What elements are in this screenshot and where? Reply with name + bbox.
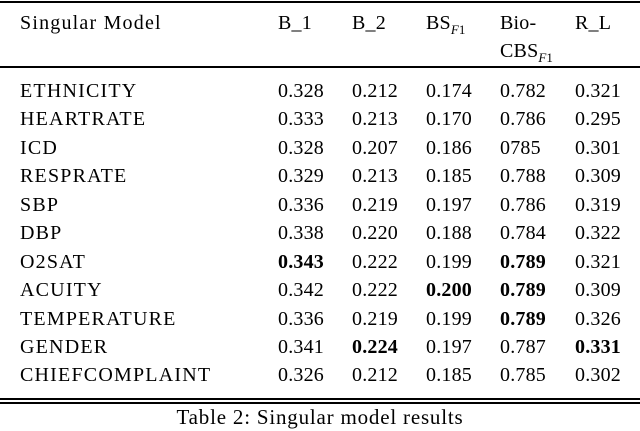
value-cell: 0.220 bbox=[352, 222, 398, 245]
model-name-cell: O2SAT bbox=[20, 250, 87, 273]
table-top-rule bbox=[0, 1, 640, 3]
value-cell: 0.787 bbox=[500, 335, 546, 358]
value-cell: 0.219 bbox=[352, 307, 398, 330]
value-cell: 0.170 bbox=[426, 108, 472, 131]
table-row: SBP 0.336 0.219 0.197 0.786 0.319 bbox=[0, 191, 640, 219]
model-name-cell: ICD bbox=[20, 136, 59, 159]
value-cell: 0.185 bbox=[426, 364, 472, 387]
value-cell: 0.338 bbox=[278, 222, 324, 245]
value-cell: 0.224 bbox=[352, 335, 398, 358]
value-cell: 0.331 bbox=[575, 335, 621, 358]
header-metric-0: B_1 bbox=[278, 12, 312, 34]
value-cell: 0.333 bbox=[278, 108, 324, 131]
model-name-cell: HEARTRATE bbox=[20, 108, 147, 131]
header-metric-3: Bio- CBSF1 bbox=[500, 12, 553, 65]
value-cell: 0.199 bbox=[426, 250, 472, 273]
value-cell: 0.322 bbox=[575, 222, 621, 245]
value-cell: 0.784 bbox=[500, 222, 546, 245]
value-cell: 0.199 bbox=[426, 307, 472, 330]
value-cell: 0.336 bbox=[278, 307, 324, 330]
value-cell: 0.341 bbox=[278, 335, 324, 358]
table-body: ETHNICITY 0.328 0.212 0.174 0.782 0.321 HEARTR… bbox=[0, 77, 640, 390]
value-cell: 0.343 bbox=[278, 250, 324, 273]
value-cell: 0.186 bbox=[426, 136, 472, 159]
model-name-cell: CHIEFCOMPLAINT bbox=[20, 364, 212, 387]
table-row: HEARTRATE 0.333 0.213 0.170 0.786 0.295 bbox=[0, 105, 640, 133]
value-cell: 0.782 bbox=[500, 80, 546, 102]
value-cell: 0.213 bbox=[352, 108, 398, 131]
value-cell: 0.789 bbox=[500, 250, 546, 273]
value-cell: 0.222 bbox=[352, 250, 398, 273]
header-singular-model: Singular Model bbox=[20, 12, 162, 34]
value-cell: 0.336 bbox=[278, 193, 324, 216]
value-cell: 0.301 bbox=[575, 136, 621, 159]
value-cell: 0.212 bbox=[352, 364, 398, 387]
table-row: ACUITY 0.342 0.222 0.200 0.789 0.309 bbox=[0, 276, 640, 304]
value-cell: 0.302 bbox=[575, 364, 621, 387]
model-name-cell: SBP bbox=[20, 193, 60, 216]
model-name-cell: TEMPERATURE bbox=[20, 307, 177, 330]
value-cell: 0.786 bbox=[500, 108, 546, 131]
value-cell: 0.309 bbox=[575, 165, 621, 188]
value-cell: 0.219 bbox=[352, 193, 398, 216]
table-row: TEMPERATURE 0.336 0.219 0.199 0.789 0.326 bbox=[0, 305, 640, 333]
value-cell: 0.785 bbox=[500, 364, 546, 387]
value-cell: 0.197 bbox=[426, 193, 472, 216]
table-row: CHIEFCOMPLAINT 0.326 0.212 0.185 0.785 0.302 bbox=[0, 361, 640, 389]
value-cell: 0.789 bbox=[500, 307, 546, 330]
value-cell: 0.295 bbox=[575, 108, 621, 131]
value-cell: 0.309 bbox=[575, 279, 621, 302]
value-cell: 0.321 bbox=[575, 250, 621, 273]
table-row: O2SAT 0.343 0.222 0.199 0.789 0.321 bbox=[0, 248, 640, 276]
value-cell: 0.328 bbox=[278, 136, 324, 159]
value-cell: 0.185 bbox=[426, 165, 472, 188]
value-cell: 0.786 bbox=[500, 193, 546, 216]
table-caption: Table 2: Singular model results bbox=[176, 405, 464, 429]
value-cell: 0785 bbox=[500, 136, 541, 159]
table-row: ETHNICITY 0.328 0.212 0.174 0.782 0.321 bbox=[0, 77, 640, 105]
value-cell: 0.188 bbox=[426, 222, 472, 245]
header-metric-2: BSF1 bbox=[426, 12, 466, 37]
table-header-rule bbox=[0, 66, 640, 68]
value-cell: 0.321 bbox=[575, 80, 621, 102]
value-cell: 0.342 bbox=[278, 279, 324, 302]
header-metric-1: B_2 bbox=[352, 12, 386, 34]
value-cell: 0.319 bbox=[575, 193, 621, 216]
value-cell: 0.328 bbox=[278, 80, 324, 102]
model-name-cell: GENDER bbox=[20, 335, 109, 358]
value-cell: 0.207 bbox=[352, 136, 398, 159]
value-cell: 0.197 bbox=[426, 335, 472, 358]
model-name-cell: ACUITY bbox=[20, 279, 103, 302]
table-header-row: Singular Model B_1 B_2 BSF1 Bio- CBSF1 R_L bbox=[0, 9, 640, 65]
table-bottom-rule-inner bbox=[0, 402, 640, 404]
table-row: ICD 0.328 0.207 0.186 0785 0.301 bbox=[0, 134, 640, 162]
model-name-cell: RESPRATE bbox=[20, 165, 128, 188]
value-cell: 0.222 bbox=[352, 279, 398, 302]
table-row: RESPRATE 0.329 0.213 0.185 0.788 0.309 bbox=[0, 162, 640, 190]
value-cell: 0.329 bbox=[278, 165, 324, 188]
value-cell: 0.326 bbox=[575, 307, 621, 330]
table-row: GENDER 0.341 0.224 0.197 0.787 0.331 bbox=[0, 333, 640, 361]
model-name-cell: DBP bbox=[20, 222, 63, 245]
value-cell: 0.789 bbox=[500, 279, 546, 302]
value-cell: 0.326 bbox=[278, 364, 324, 387]
value-cell: 0.213 bbox=[352, 165, 398, 188]
table-bottom-rule-outer bbox=[0, 398, 640, 400]
value-cell: 0.174 bbox=[426, 80, 472, 102]
value-cell: 0.200 bbox=[426, 279, 472, 302]
header-metric-4: R_L bbox=[575, 12, 612, 34]
value-cell: 0.788 bbox=[500, 165, 546, 188]
value-cell: 0.212 bbox=[352, 80, 398, 102]
table-row: DBP 0.338 0.220 0.188 0.784 0.322 bbox=[0, 219, 640, 247]
model-name-cell: ETHNICITY bbox=[20, 80, 138, 102]
